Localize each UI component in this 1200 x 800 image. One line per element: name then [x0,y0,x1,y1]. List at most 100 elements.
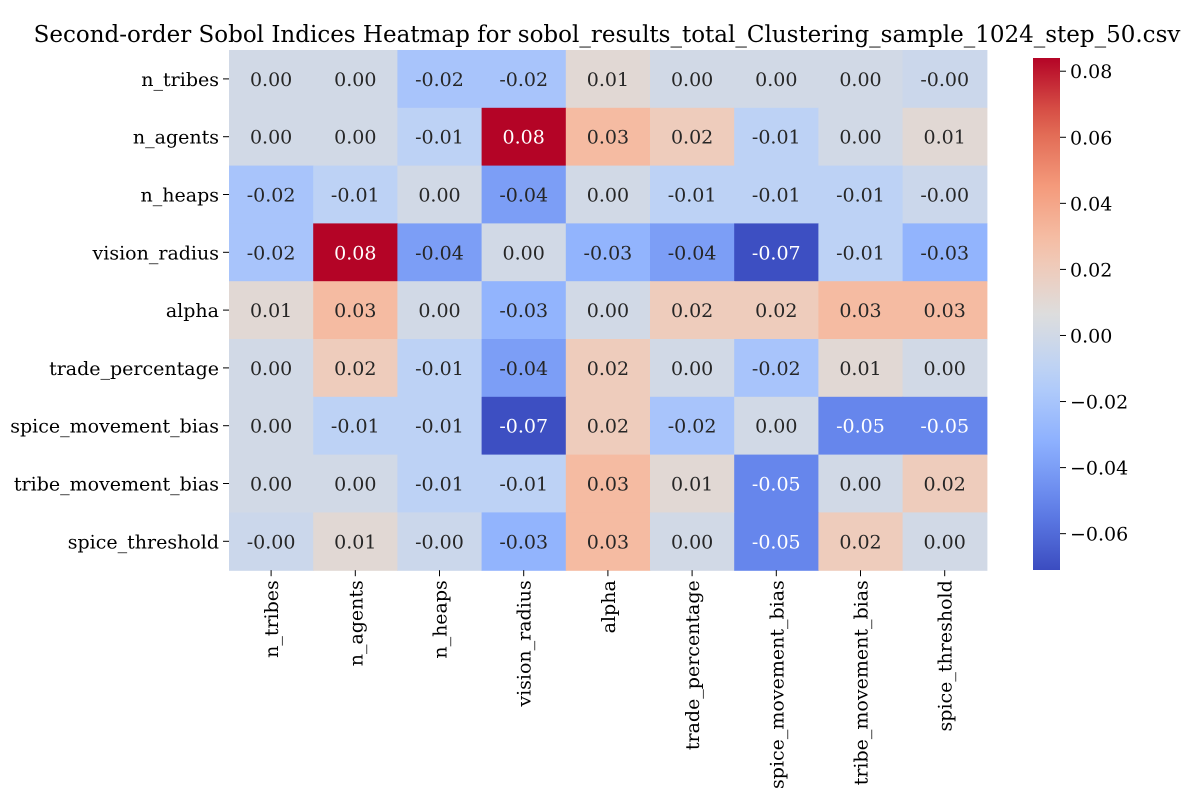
heatmap-cell [481,165,567,224]
heatmap-cell [650,512,735,571]
heatmap-cell [818,454,904,513]
cell-value-label: 0.08 [334,242,376,264]
cell-value-label: 0.00 [924,531,966,553]
heatmap-cell [902,223,988,282]
cell-value-label: -0.05 [752,474,801,496]
heatmap-cell [902,281,988,340]
row-label: vision_radius [92,242,219,264]
column-label: alpha [598,580,620,633]
heatmap-cell [313,512,398,571]
cell-value-label: 0.00 [671,531,713,553]
heatmap-cell [650,50,735,109]
cell-value-label: 0.02 [587,358,629,380]
heatmap-cell [229,396,314,456]
heatmap-cell [565,512,651,571]
heatmap-cell [313,50,398,109]
heatmap-cell [734,454,819,513]
heatmap-cell [481,339,567,398]
cell-value-label: 0.00 [587,300,629,322]
heatmap-cell [229,339,314,398]
cell-value-label: 0.03 [334,300,376,322]
cell-value-label: 0.00 [671,69,713,91]
cell-value-label: 0.03 [924,300,966,322]
cell-value-label: -0.02 [668,416,717,438]
row-label: spice_threshold [68,531,219,553]
heatmap-cell [565,107,651,167]
cell-value-label: 0.00 [250,474,292,496]
cell-value-label: -0.05 [752,531,801,553]
heatmap-cell [397,396,483,456]
heatmap-cell [313,223,398,282]
heatmap-cell [565,454,651,513]
heatmap-cell [565,223,651,282]
heatmap-cell [397,107,483,167]
heatmap-cell [481,396,567,456]
heatmap-cell [818,339,904,398]
heatmap-cell [481,281,567,340]
cell-value-label: 0.02 [671,127,713,149]
heatmap-cell [397,223,483,282]
heatmap-cell [229,223,314,282]
row-label: n_agents [133,127,219,149]
cell-value-label: -0.01 [415,474,464,496]
heatmap-cell [650,396,735,456]
cell-value-label: -0.04 [499,358,548,380]
colorbar-tick-label: −0.02 [1070,392,1128,414]
heatmap-cell [229,165,314,224]
cell-value-label: -0.02 [415,69,464,91]
heatmap-cell [734,396,819,456]
cell-value-label: -0.02 [499,69,548,91]
cell-value-label: 0.00 [418,185,460,207]
heatmap-cell [818,281,904,340]
heatmap-cell [650,107,735,167]
cell-value-label: -0.01 [499,474,548,496]
colorbar-tick-label: −0.06 [1070,524,1128,546]
cell-value-label: 0.00 [250,358,292,380]
cell-value-label: -0.03 [499,531,548,553]
heatmap-cell [902,396,988,456]
cell-value-label: 0.00 [250,416,292,438]
cell-value-label: -0.02 [247,242,296,264]
heatmap-cell [818,107,904,167]
cell-value-label: 0.00 [334,474,376,496]
chart-title: Second-order Sobol Indices Heatmap for s… [34,22,1181,48]
heatmap-cell [397,512,483,571]
heatmap-cell [734,281,819,340]
heatmap-cell [650,454,735,513]
cell-value-label: 0.03 [839,300,881,322]
heatmap-cell [818,396,904,456]
cell-value-label: 0.01 [587,69,629,91]
cell-value-label: 0.00 [250,127,292,149]
row-label: n_tribes [141,69,219,91]
heatmap-cell [565,339,651,398]
heatmap-cell [818,165,904,224]
heatmap-cell [229,50,314,109]
column-label: tribe_movement_bias [851,580,873,785]
heatmap-cell [313,396,398,456]
cell-value-label: 0.00 [503,242,545,264]
cell-value-label: -0.00 [920,69,969,91]
cell-value-label: 0.02 [587,416,629,438]
cell-value-label: 0.00 [755,416,797,438]
row-labels: n_tribes n_agents n_heaps vision_radiusalph… [10,69,229,553]
cell-value-label: 0.03 [587,531,629,553]
cell-value-label: -0.00 [920,185,969,207]
heatmap-cell [650,223,735,282]
cell-value-label: -0.01 [415,127,464,149]
heatmap-cell [313,165,398,224]
colorbar-tick-label: 0.04 [1070,193,1112,215]
cell-value-label: 0.01 [839,358,881,380]
cell-value-label: -0.02 [752,358,801,380]
cell-value-label: -0.01 [836,242,885,264]
cell-value-label: 0.01 [671,474,713,496]
heatmap-cell [650,281,735,340]
heatmap-cell [902,107,988,167]
heatmap-cell [818,223,904,282]
heatmap-cell [229,454,314,513]
colorbar: 0.08 0.06 0.04 0.02 0.00 −0.02 −0.04 −0.06 [1033,58,1128,570]
cell-value-label: -0.02 [247,185,296,207]
row-label: trade_percentage [49,358,219,380]
cell-value-label: -0.07 [499,416,548,438]
cell-value-label: 0.02 [924,474,966,496]
